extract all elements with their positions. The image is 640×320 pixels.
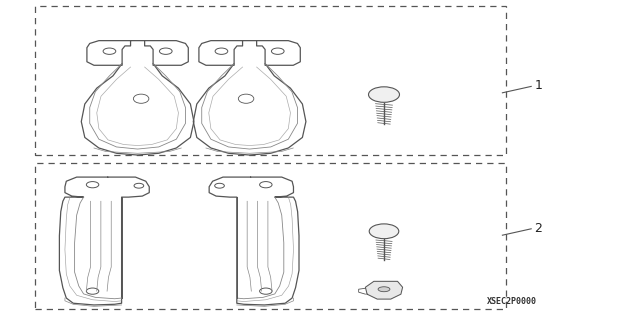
Circle shape — [369, 87, 399, 102]
Polygon shape — [365, 281, 403, 299]
Bar — [35, 6, 506, 155]
Ellipse shape — [378, 287, 390, 292]
Circle shape — [369, 224, 399, 239]
Text: 2: 2 — [534, 222, 542, 235]
Text: XSEC2P0000: XSEC2P0000 — [486, 297, 536, 306]
Text: 1: 1 — [534, 79, 542, 92]
Bar — [35, 163, 506, 309]
